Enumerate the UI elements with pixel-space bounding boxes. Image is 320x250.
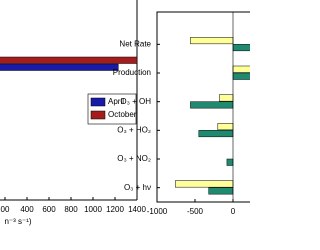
figure: 00 400 600 800 1000 1200 1400 n⁻³ s⁻¹) April Octo… [0,0,250,226]
x-tick-label: 1200 [106,205,124,214]
y-tick-label: O₃ + NO₂ [117,154,151,163]
chart: 00 400 600 800 1000 1200 1400 n⁻³ s⁻¹) April Octo… [0,0,146,226]
bar [190,101,234,109]
bar [208,187,234,195]
x-tick-label: -500 [187,207,204,216]
x-tick-label: 1400 [128,205,146,214]
x-tick-label: 800 [64,205,78,214]
x-tick-label: 400 [20,205,34,214]
bar [219,94,234,102]
x-tick-label: 00 [1,205,10,214]
bar [232,65,250,73]
y-tick-label: O₃ + OH [120,97,151,106]
legend-swatch [90,110,106,120]
bar [232,72,250,80]
x-tick-label: 0 [231,207,236,216]
bar [0,63,119,71]
bar [174,180,234,188]
x-tick-label: 1000 [84,205,102,214]
bar [0,56,138,64]
y-tick-label: O₃ + HO₂ [117,125,151,134]
bar [190,37,234,45]
y-tick-label: O₃ + hν [124,183,151,192]
legend-label: April [108,97,124,106]
y-tick-label: Net Rate [119,39,151,48]
bar [217,123,234,131]
legend: April October [87,93,137,125]
x-axis-label: n⁻³ s⁻¹) [4,217,31,226]
y-tick-label: Production [113,68,151,77]
axis-frame [156,11,250,203]
x-tick-label: -1000 [147,207,168,216]
bar [226,158,234,166]
bar [198,130,234,138]
bar [232,44,250,52]
chart: -1000 -500 0 Net Rate Production O₃ + OH O₃ + … [113,11,250,216]
legend-label: October [108,110,137,119]
x-tick-label: 600 [42,205,56,214]
legend-swatch [90,97,106,107]
